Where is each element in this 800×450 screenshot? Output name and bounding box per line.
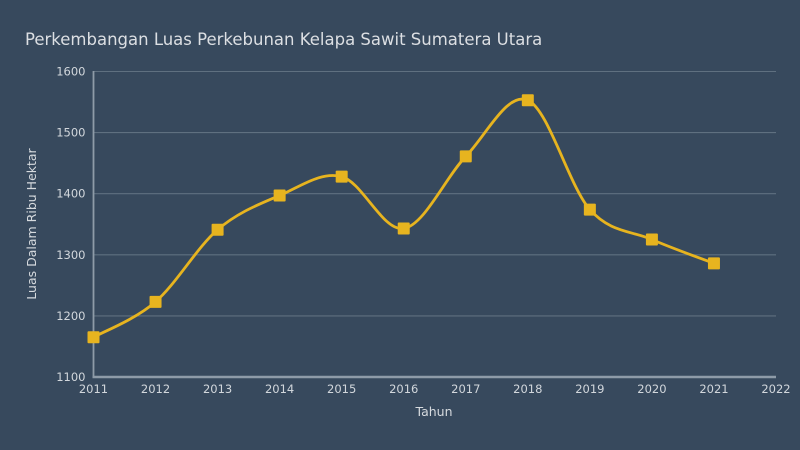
data-point-marker	[211, 223, 224, 236]
data-point-marker	[645, 233, 658, 246]
y-tick-label: 1500	[56, 126, 85, 140]
x-tick-label: 2017	[451, 382, 480, 396]
data-point-marker	[583, 203, 596, 216]
x-tick-label: 2013	[203, 382, 232, 396]
x-tick-label: 2016	[389, 382, 418, 396]
y-tick-label: 1300	[56, 248, 85, 262]
data-point-marker	[335, 170, 348, 183]
chart-title: Perkembangan Luas Perkebunan Kelapa Sawi…	[25, 30, 542, 49]
x-tick-label: 2015	[327, 382, 356, 396]
data-point-marker	[149, 295, 162, 308]
x-tick-label: 2012	[141, 382, 170, 396]
data-point-marker	[459, 150, 472, 163]
data-point-marker	[521, 94, 534, 107]
x-tick-label: 2019	[575, 382, 604, 396]
x-tick-label: 2011	[79, 382, 108, 396]
data-point-marker	[273, 189, 286, 202]
x-tick-label: 2014	[265, 382, 294, 396]
y-axis-label: Luas Dalam Ribu Hektar	[24, 147, 39, 299]
trend-line	[92, 97, 715, 339]
y-tick-label: 1200	[56, 309, 85, 323]
x-tick-label: 2020	[637, 382, 666, 396]
data-point-marker	[87, 331, 100, 344]
plot-area: 1100 1200 1300 1400 1500 1600 2011 2012 2013 2014…	[56, 65, 790, 397]
y-tick-label: 1400	[56, 187, 85, 201]
x-tick-label: 2021	[699, 382, 728, 396]
x-axis-label: Tahun	[415, 404, 453, 419]
x-tick-label: 2022	[761, 382, 790, 396]
y-tick-label: 1100	[56, 370, 85, 384]
x-tick-label: 2018	[513, 382, 542, 396]
data-point-marker	[707, 257, 720, 270]
data-point-marker	[397, 222, 410, 235]
y-tick-label: 1600	[56, 65, 85, 79]
